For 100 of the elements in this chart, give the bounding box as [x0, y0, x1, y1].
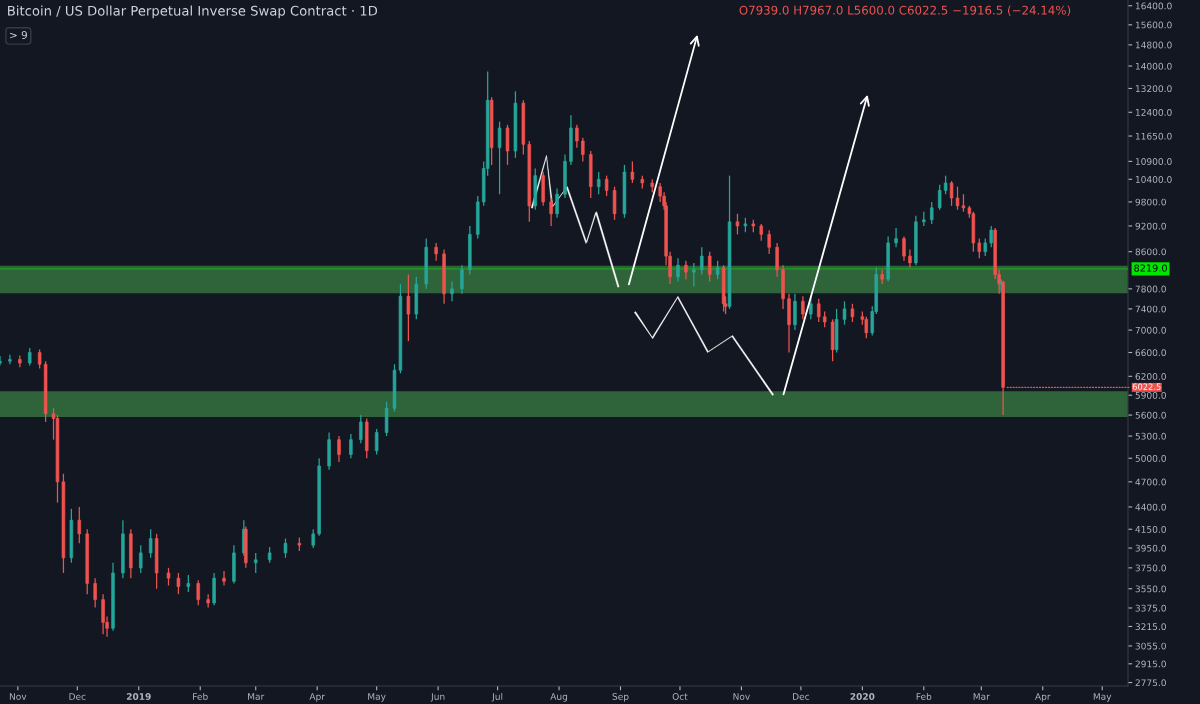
x-tick-label: May — [1093, 693, 1112, 702]
candlestick — [139, 544, 143, 574]
candlestick — [101, 593, 105, 635]
candlestick — [793, 293, 797, 331]
candlestick — [612, 186, 617, 221]
y-tick-label: 6200.0 — [1135, 373, 1166, 380]
y-tick-label: 2775.0 — [1135, 679, 1166, 687]
annotation: 6022.5 — [1132, 383, 1161, 390]
y-tick-label: 9200.0 — [1135, 222, 1166, 230]
candlestick — [359, 414, 363, 444]
y-tick-label: 9800.0 — [1135, 198, 1166, 206]
x-tick-label: Jun — [430, 693, 445, 702]
y-tick-label: 3550.0 — [1135, 585, 1166, 593]
x-tick-label: Nov — [733, 693, 750, 700]
candlestick — [222, 570, 226, 587]
candlestick — [176, 572, 181, 595]
candlestick — [842, 300, 847, 326]
candlestick — [943, 175, 948, 195]
y-tick-label: 5300.0 — [1135, 432, 1166, 440]
candlestick — [715, 260, 720, 280]
candlestick — [374, 428, 379, 456]
candlestick — [337, 435, 341, 463]
candlestick — [450, 280, 454, 302]
candlestick — [937, 184, 942, 211]
candlestick — [549, 197, 553, 227]
candlestick — [908, 248, 912, 269]
chart-title: Bitcoin / US Dollar Perpetual Inverse Swap Contract · 1D — [8, 5, 378, 19]
y-tick-label: 14800.0 — [1135, 41, 1172, 49]
y-tick-label: 3375.0 — [1135, 604, 1166, 612]
y-tick-label: 8600.0 — [1135, 248, 1166, 256]
y-tick-label: 6600.0 — [1135, 349, 1166, 357]
candlestick — [434, 242, 438, 262]
candlestick — [700, 246, 704, 276]
candlestick — [254, 552, 258, 574]
y-tick-label: 3750.0 — [1135, 564, 1166, 572]
x-tick-label: Mar — [248, 693, 265, 700]
x-tick-label: Feb — [916, 692, 932, 700]
x-tick-label: May — [368, 693, 386, 702]
candlestick — [283, 537, 288, 559]
candlestick — [707, 251, 712, 283]
y-tick-label: 7400.0 — [1135, 305, 1166, 313]
candlestick — [630, 160, 635, 184]
candlestick — [77, 506, 82, 544]
candlestick — [148, 528, 153, 559]
y-tick-label: 11650.0 — [1135, 132, 1172, 140]
candlestick — [555, 187, 559, 219]
y-tick-label: 12400.0 — [1135, 109, 1172, 116]
y-tick-label: 4150.0 — [1135, 525, 1166, 533]
candlestick — [977, 237, 982, 259]
y-tick-label: 3055.0 — [1135, 642, 1166, 650]
candlestick — [817, 298, 821, 323]
candlestick — [460, 264, 464, 295]
candlestick — [196, 579, 200, 606]
candlestick — [767, 229, 771, 255]
candlestick — [894, 227, 898, 248]
y-tick-label: 3215.0 — [1135, 623, 1166, 631]
candlestick — [989, 225, 993, 248]
candlestick — [604, 175, 609, 197]
y-tick-label: 10400.0 — [1135, 176, 1172, 183]
x-tick-label: 2019 — [126, 693, 151, 700]
x-tick-label: Jul — [491, 692, 503, 702]
y-tick-label: 5600.0 — [1135, 411, 1166, 419]
x-tick-label: Nov — [9, 693, 27, 700]
candlestick — [676, 257, 680, 283]
y-tick-label: 3950.0 — [1135, 544, 1166, 552]
candlestick — [735, 213, 740, 235]
candlestick — [8, 354, 12, 365]
x-tick-label: Apr — [309, 693, 325, 702]
candlestick — [684, 260, 688, 280]
x-tick-label: 2020 — [850, 693, 875, 700]
candlestick — [596, 171, 601, 195]
x-tick-label: Mar — [973, 693, 990, 700]
candlestick — [311, 528, 315, 549]
x-tick-label: Dec — [793, 693, 810, 700]
y-tick-label: 4400.0 — [1135, 503, 1166, 511]
annotation: O7939.0 H7967.0 L5600.0 C6022.5 −1916.5 (−24.14%) — [739, 5, 1071, 17]
y-tick-label: 2915.0 — [1135, 660, 1166, 668]
candlestick — [902, 235, 906, 262]
candlestick — [349, 433, 353, 459]
x-tick-label: Oct — [672, 693, 688, 700]
candlestick — [37, 348, 42, 370]
y-tick-label: 13200.0 — [1135, 85, 1172, 93]
y-tick-label: 5000.0 — [1135, 454, 1166, 462]
candlestick — [801, 295, 805, 320]
x-tick-label: Apr — [1035, 693, 1051, 702]
y-tick-label: 5900.0 — [1135, 391, 1166, 399]
x-tick-label: Dec — [69, 693, 86, 700]
candlestick — [93, 577, 97, 609]
x-tick-label: Feb — [193, 692, 208, 700]
ref-line-label: 8219.0 — [1134, 264, 1167, 272]
y-tick-label: 4700.0 — [1135, 478, 1166, 486]
candlestick — [406, 273, 411, 342]
candlestick — [930, 201, 934, 225]
annotation: > 9 — [10, 31, 27, 39]
candlestick — [775, 242, 779, 278]
x-tick-label: Aug — [550, 693, 568, 702]
y-tick-label: 14000.0 — [1135, 62, 1172, 70]
candlestick — [692, 262, 696, 288]
y-tick-label: 10900.0 — [1135, 158, 1172, 165]
y-tick-label: 7800.0 — [1135, 285, 1166, 293]
